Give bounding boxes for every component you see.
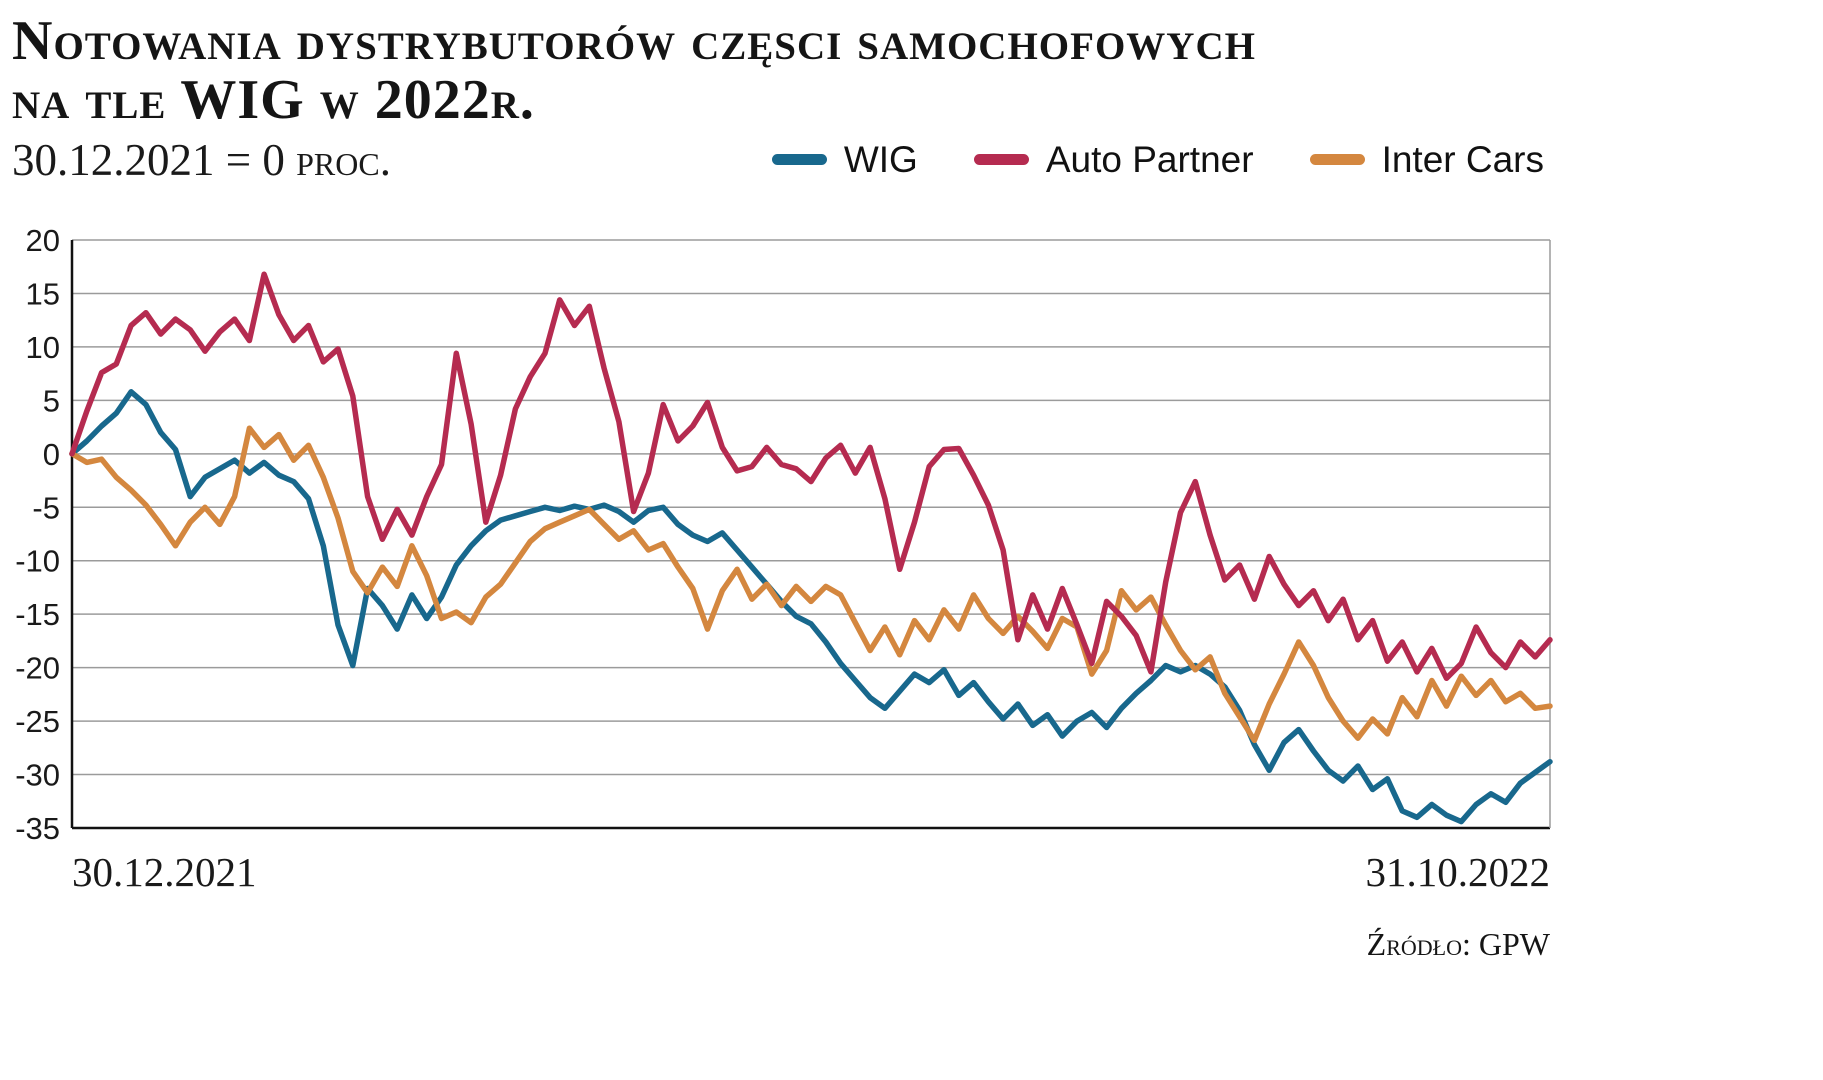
y-tick-label: -15 bbox=[15, 597, 60, 632]
x-label-start: 30.12.2021 bbox=[72, 848, 257, 895]
legend-label-inter-cars: Inter Cars bbox=[1381, 138, 1544, 180]
wig-line-swatch bbox=[771, 154, 827, 166]
chart-title: Notowania dystrybutorów częsci samochofo… bbox=[12, 12, 1562, 130]
x-axis-labels: 30.12.2021 31.10.2022 bbox=[72, 848, 1550, 896]
legend-label-auto-partner: Auto Partner bbox=[1045, 138, 1254, 180]
legend-item-auto-partner: Auto Partner bbox=[973, 138, 1254, 181]
series-line-inter-cars bbox=[69, 425, 1553, 743]
y-tick-label: 10 bbox=[26, 330, 60, 365]
y-tick-label: 0 bbox=[43, 436, 60, 471]
y-tick-label: 20 bbox=[26, 224, 60, 258]
chart-container: Notowania dystrybutorów częsci samochofo… bbox=[12, 12, 1562, 962]
y-tick-label: 15 bbox=[26, 276, 60, 311]
subtitle-legend-row: 30.12.2021 = 0 proc. WIG Auto Partner In… bbox=[12, 134, 1562, 186]
source-credit: Źródło: GPW bbox=[1366, 925, 1550, 962]
y-tick-label: -10 bbox=[15, 543, 60, 578]
legend-label-wig: WIG bbox=[843, 138, 918, 180]
chart-title-line1: Notowania dystrybutorów częsci samochofo… bbox=[12, 10, 1256, 72]
line-chart: 20 15 10 5 0 -5 -10 -15 -20 -25 -30 -35 bbox=[15, 224, 1553, 844]
legend-item-wig: WIG bbox=[771, 138, 918, 181]
chart-title-line2: na tle WIG w 2022r. bbox=[12, 68, 535, 131]
chart-subtitle: 30.12.2021 = 0 proc. bbox=[12, 134, 391, 185]
legend: WIG Auto Partner Inter Cars bbox=[771, 138, 1544, 181]
auto-partner-line-swatch bbox=[973, 154, 1029, 166]
inter-cars-line-swatch bbox=[1309, 154, 1365, 166]
x-label-end: 31.10.2022 bbox=[1365, 848, 1551, 895]
series-line-wig bbox=[69, 388, 1553, 824]
y-tick-label: -25 bbox=[15, 704, 60, 739]
y-tick-label: -5 bbox=[32, 490, 60, 525]
y-tick-label: -30 bbox=[15, 757, 60, 792]
series-line-auto-partner bbox=[69, 271, 1553, 681]
y-tick-label: -35 bbox=[15, 811, 60, 844]
y-tick-label: -20 bbox=[15, 650, 60, 685]
y-tick-label: 5 bbox=[43, 383, 60, 418]
legend-item-inter-cars: Inter Cars bbox=[1309, 138, 1544, 181]
